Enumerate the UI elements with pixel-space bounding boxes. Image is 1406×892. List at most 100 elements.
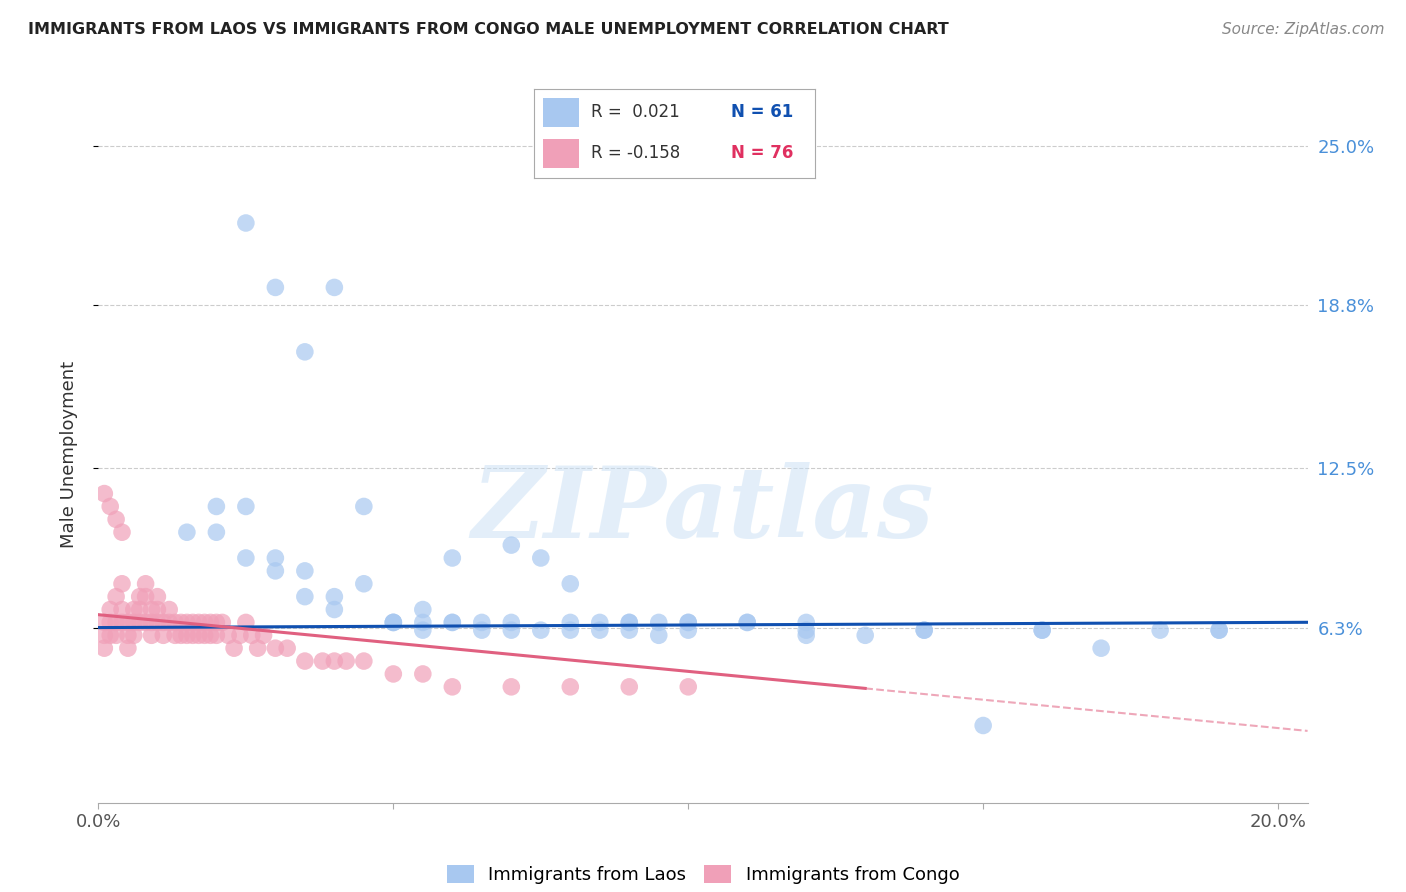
Point	[501, 615, 523, 630]
Point	[117, 615, 139, 630]
Point	[323, 654, 346, 668]
Point	[235, 216, 257, 230]
Point	[619, 615, 641, 630]
Point	[264, 564, 287, 578]
Point	[187, 615, 209, 630]
Point	[794, 615, 817, 630]
Text: ZIPatlas: ZIPatlas	[472, 462, 934, 558]
Point	[93, 628, 115, 642]
Point	[276, 641, 298, 656]
Point	[93, 641, 115, 656]
Point	[194, 615, 217, 630]
Point	[412, 615, 434, 630]
Point	[530, 551, 553, 566]
Point	[105, 512, 128, 526]
Point	[735, 615, 758, 630]
FancyBboxPatch shape	[543, 139, 579, 168]
Point	[353, 576, 375, 591]
Point	[187, 628, 209, 642]
Point	[560, 623, 582, 637]
Y-axis label: Male Unemployment: Male Unemployment	[59, 361, 77, 549]
Point	[471, 623, 494, 637]
Point	[146, 615, 169, 630]
Point	[111, 602, 134, 616]
Point	[323, 280, 346, 294]
Point	[211, 615, 233, 630]
Point	[122, 628, 145, 642]
Point	[294, 590, 316, 604]
Point	[441, 680, 464, 694]
Point	[105, 590, 128, 604]
Point	[235, 500, 257, 514]
Point	[311, 654, 333, 668]
Text: N = 61: N = 61	[731, 103, 793, 121]
Point	[98, 628, 121, 642]
Point	[152, 615, 174, 630]
Point	[412, 623, 434, 637]
Point	[1090, 641, 1112, 656]
Point	[111, 576, 134, 591]
Point	[165, 615, 187, 630]
Point	[678, 680, 700, 694]
Point	[122, 602, 145, 616]
Point	[146, 590, 169, 604]
Point	[441, 615, 464, 630]
Point	[912, 623, 935, 637]
Point	[412, 667, 434, 681]
Point	[382, 615, 405, 630]
Point	[501, 623, 523, 637]
Point	[335, 654, 357, 668]
Point	[135, 590, 157, 604]
Point	[141, 628, 163, 642]
Point	[128, 590, 150, 604]
Point	[560, 576, 582, 591]
Point	[1208, 623, 1230, 637]
Point	[200, 628, 222, 642]
Point	[181, 615, 204, 630]
Point	[98, 615, 121, 630]
Point	[794, 628, 817, 642]
Text: R = -0.158: R = -0.158	[591, 145, 679, 162]
Point	[1031, 623, 1053, 637]
Point	[105, 628, 128, 642]
Point	[1208, 623, 1230, 637]
Point	[205, 615, 228, 630]
Point	[323, 590, 346, 604]
Point	[152, 628, 174, 642]
Point	[648, 628, 671, 642]
Point	[222, 641, 245, 656]
Point	[501, 680, 523, 694]
Point	[735, 615, 758, 630]
Point	[205, 500, 228, 514]
Point	[176, 525, 198, 540]
Point	[678, 615, 700, 630]
Point	[441, 615, 464, 630]
Point	[471, 615, 494, 630]
Point	[678, 623, 700, 637]
Point	[382, 667, 405, 681]
Point	[972, 718, 994, 732]
Point	[98, 602, 121, 616]
Point	[111, 525, 134, 540]
Point	[294, 654, 316, 668]
Point	[181, 628, 204, 642]
Point	[619, 680, 641, 694]
Point	[105, 615, 128, 630]
Point	[619, 623, 641, 637]
Point	[235, 551, 257, 566]
Point	[264, 280, 287, 294]
Point	[619, 615, 641, 630]
Point	[93, 486, 115, 500]
Point	[128, 602, 150, 616]
Point	[235, 615, 257, 630]
Point	[1149, 623, 1171, 637]
Point	[412, 602, 434, 616]
Point	[912, 623, 935, 637]
Point	[165, 628, 187, 642]
Point	[853, 628, 876, 642]
Point	[560, 680, 582, 694]
Point	[170, 628, 193, 642]
Point	[229, 628, 252, 642]
Text: R =  0.021: R = 0.021	[591, 103, 679, 121]
Text: N = 76: N = 76	[731, 145, 793, 162]
